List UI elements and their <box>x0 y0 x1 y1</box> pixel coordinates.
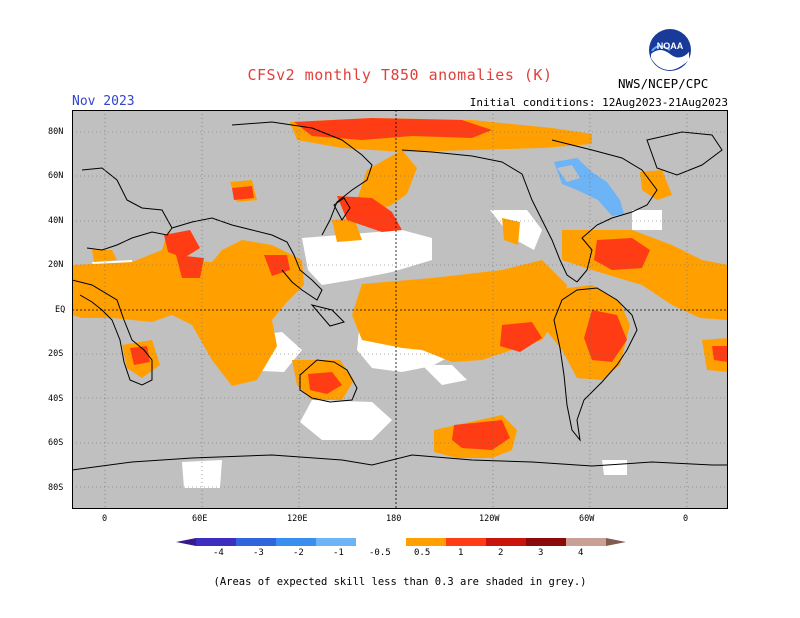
graticule <box>72 110 728 509</box>
legend-label-4: 4 <box>578 548 584 558</box>
y-tick-eq: EQ <box>55 305 66 315</box>
svg-text:NOAA: NOAA <box>657 41 684 51</box>
legend-label-2: 2 <box>498 548 504 558</box>
y-tick-60s: 60S <box>48 438 64 448</box>
color-legend <box>176 538 626 546</box>
legend-label-neg4: -4 <box>213 548 224 558</box>
map-title: CFSv2 monthly T850 anomalies (K) <box>247 66 553 84</box>
legend-label-1: 1 <box>458 548 464 558</box>
equator-dateline <box>72 110 728 509</box>
map-frame <box>72 110 728 509</box>
x-tick-180: 180 <box>386 514 402 524</box>
legend-label-neg3: -3 <box>253 548 264 558</box>
x-tick-60e: 60E <box>192 514 208 524</box>
x-tick-0: 0 <box>102 514 108 524</box>
warm-anomaly-1-to-2 <box>130 118 728 450</box>
anomaly-map <box>72 110 728 509</box>
x-tick-120w: 120W <box>479 514 500 524</box>
x-tick-120e: 120E <box>287 514 308 524</box>
y-tick-60n: 60N <box>48 171 64 181</box>
legend-label-05: 0.5 <box>414 548 431 558</box>
y-tick-80n: 80N <box>48 127 64 137</box>
x-tick-0-right: 0 <box>683 514 689 524</box>
y-tick-80s: 80S <box>48 483 64 493</box>
legend-label-neg1: -1 <box>333 548 344 558</box>
agency-label: NWS/NCEP/CPC <box>618 76 709 91</box>
y-tick-20s: 20S <box>48 349 64 359</box>
forecast-period: Nov 2023 <box>72 94 135 109</box>
initial-conditions: Initial conditions: 12Aug2023-21Aug2023 <box>469 96 728 109</box>
footnote: (Areas of expected skill less than 0.3 a… <box>213 576 587 588</box>
y-tick-40s: 40S <box>48 394 64 404</box>
y-tick-20n: 20N <box>48 260 64 270</box>
legend-label-neg2: -2 <box>293 548 304 558</box>
noaa-logo-icon: NOAA <box>649 29 691 71</box>
legend-label-neg05: -0.5 <box>369 548 391 558</box>
x-tick-60w: 60W <box>579 514 595 524</box>
legend-label-3: 3 <box>538 548 544 558</box>
y-tick-40n: 40N <box>48 216 64 226</box>
